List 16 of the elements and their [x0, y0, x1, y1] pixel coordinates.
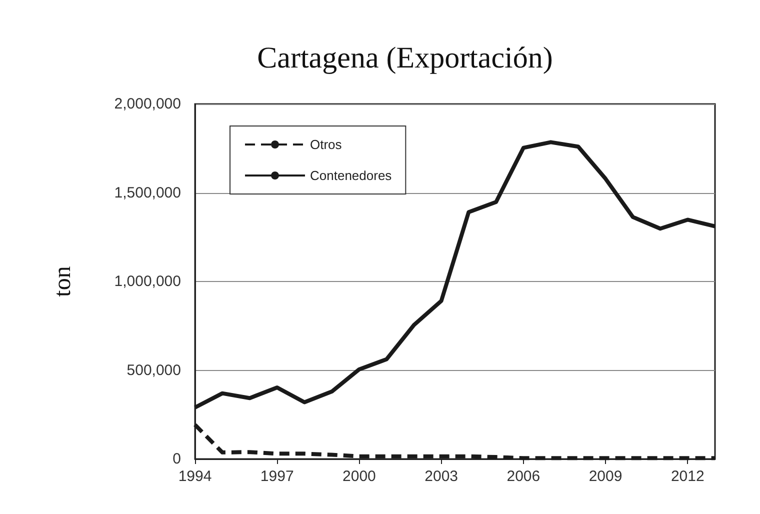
legend-label: Contenedores	[310, 168, 392, 183]
x-tick-label: 2012	[670, 468, 704, 485]
x-tick-label: 2006	[506, 468, 540, 485]
y-tick-label: 2,000,000	[114, 96, 181, 112]
y-tick-label: 500,000	[126, 362, 181, 379]
y-tick-label: 1,000,000	[114, 273, 181, 290]
x-tick-label: 2003	[424, 468, 458, 485]
x-tick-label: 1994	[178, 468, 212, 485]
x-tick-label: 2009	[588, 468, 622, 485]
x-tick-label: 2000	[342, 468, 376, 485]
legend-label: Otros	[310, 137, 342, 152]
y-tick-label: 1,500,000	[114, 184, 181, 202]
y-axis-title: ton	[50, 266, 76, 297]
x-tick-label: 1997	[260, 468, 294, 485]
y-tick-label: 0	[172, 450, 181, 468]
chart-title: Cartagena (Exportación)	[257, 42, 553, 74]
